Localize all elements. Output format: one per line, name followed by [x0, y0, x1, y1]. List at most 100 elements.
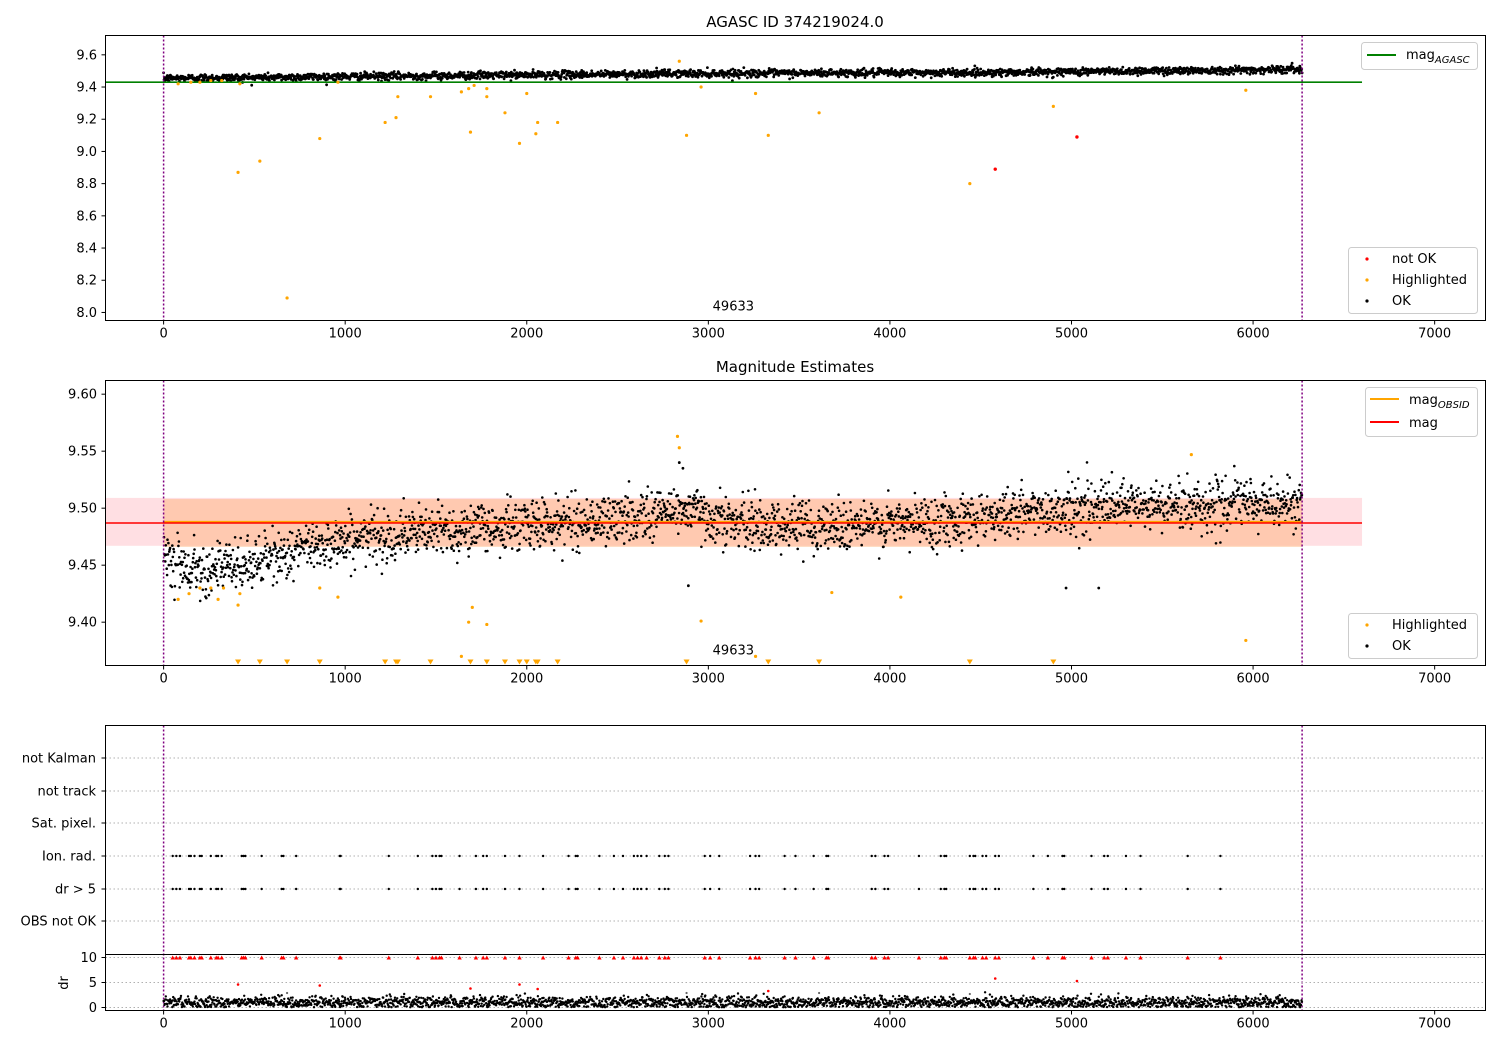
magnitude-ok-point	[789, 513, 792, 516]
magnitude-ok-point	[286, 574, 289, 577]
magnitude-ok-point	[573, 510, 576, 513]
magnitude-ok-point	[970, 536, 973, 539]
magnitude-ok-point	[1163, 515, 1166, 518]
magnitude-ok-point	[1116, 491, 1119, 494]
magnitude-ok-point	[1119, 495, 1122, 498]
magnitude-ok-point	[285, 577, 288, 580]
agasc-ok-point	[687, 75, 690, 78]
magnitude-ok-point	[1084, 501, 1087, 504]
magnitude-ok-point	[372, 534, 375, 537]
magnitude-ok-point	[702, 511, 705, 514]
magnitude-ok-point	[774, 534, 777, 537]
magnitude-ok-point	[1194, 508, 1197, 511]
magnitude-ok-point	[918, 516, 921, 519]
magnitude-ok-point	[986, 506, 989, 509]
magnitude-ok-point	[1189, 496, 1192, 499]
magnitude-ok-point	[666, 508, 669, 511]
magnitude-ok-point	[821, 528, 824, 531]
agasc-ok-point	[663, 68, 666, 71]
magnitude-ok-point	[208, 553, 211, 556]
magnitude-ok-point	[1040, 503, 1043, 506]
magnitude-ok-point	[937, 509, 940, 512]
magnitude-ok-point	[530, 531, 533, 534]
magnitude-ok-point	[385, 562, 388, 565]
magnitude-ok-point	[955, 538, 958, 541]
magnitude-ok-point	[372, 555, 375, 558]
magnitude-ok-point	[661, 517, 664, 520]
magnitude-ok-point	[1041, 509, 1044, 512]
magnitude-ok-point	[747, 490, 750, 493]
magnitude-ok-point	[743, 501, 746, 504]
magnitude-ok-point	[925, 504, 928, 507]
magnitude-ok-point	[321, 542, 324, 545]
agasc-highlighted-point	[318, 137, 321, 140]
magnitude-ok-point	[642, 535, 645, 538]
magnitude-ok-point	[284, 555, 287, 558]
agasc-legend-lower[interactable]: not OK Highlighted OK	[1349, 248, 1478, 314]
agasc-ok-point	[191, 74, 194, 77]
magnitude-ok-point	[657, 516, 660, 519]
magnitude-ok-point	[840, 526, 843, 529]
magnitude-ok-point	[708, 510, 711, 513]
magnitude-ok-point	[674, 507, 677, 510]
agasc-ok-point	[977, 69, 980, 72]
magnitude-ok-point	[181, 581, 184, 584]
magnitude-ok-point	[1160, 501, 1163, 504]
magnitude-ok-point	[545, 508, 548, 511]
magnitude-ok-point	[453, 549, 456, 552]
agasc-highlighted-point	[534, 132, 537, 135]
magnitude-ok-point	[1064, 525, 1067, 528]
magnitude-ok-point	[1071, 481, 1074, 484]
magnitude-ok-point	[205, 597, 208, 600]
magnitude-ok-point	[726, 514, 729, 517]
magnitude-ok-point	[1002, 493, 1005, 496]
magnitude-ok-point	[1010, 511, 1013, 514]
agasc-highlighted-point	[467, 87, 470, 90]
magnitude-ok-point	[1072, 501, 1075, 504]
magnitude-ok-point	[825, 529, 828, 532]
magnitude-ok-point	[577, 545, 580, 548]
magnitude-ok-point	[225, 567, 228, 570]
magnitude-ok-point	[433, 533, 436, 536]
magnitude-ok-point	[539, 537, 542, 540]
magnitude-ok-point	[991, 512, 994, 515]
agasc-highlighted-point	[818, 111, 821, 114]
magnitude-ok-point	[726, 530, 729, 533]
magnitude-ok-point	[1195, 514, 1198, 517]
agasc-legend-upper[interactable]: magAGASC	[1362, 43, 1478, 70]
magnitude-ok-point	[324, 564, 327, 567]
agasc-ok-point	[1121, 66, 1124, 69]
magnitude-ok-point	[1053, 515, 1056, 518]
magnitude-ok-point	[481, 516, 484, 519]
magnitude-ok-point	[370, 537, 373, 540]
agasc-ok-point	[387, 79, 390, 82]
magnitude-ok-point	[379, 538, 382, 541]
magnitude-ok-point	[673, 512, 676, 515]
magnitude-ok-point	[836, 538, 839, 541]
magnitude-ok-point	[982, 507, 985, 510]
magnitude-ok-point	[1111, 499, 1114, 502]
magnitude-ok-point	[195, 560, 198, 563]
magnitude-ok-point	[509, 495, 512, 498]
magnitude-ok-point	[672, 517, 675, 520]
agasc-ok-point	[1157, 72, 1160, 75]
magnitude-ok-point	[230, 576, 233, 579]
magnitude-ok-point	[399, 548, 402, 551]
agasc-highlighted-point	[556, 121, 559, 124]
magnitude-ok-point	[690, 525, 693, 528]
magnitude-ok-point	[640, 504, 643, 507]
magnitude-ok-point	[523, 504, 526, 507]
magnitude-ok-point	[482, 508, 485, 511]
magnitude-ok-point	[1030, 511, 1033, 514]
magnitude-ok-point	[276, 581, 279, 584]
magnitude-ok-point	[571, 530, 574, 533]
agasc-y-tick-label: 9.6	[76, 48, 97, 63]
magnitude-ok-point	[210, 577, 213, 580]
magnitude-ok-point	[349, 531, 352, 534]
magnitude-ok-point	[983, 513, 986, 516]
magnitude-ok-point	[308, 529, 311, 532]
magnitude-ok-point	[602, 531, 605, 534]
magnitude-ok-point	[944, 505, 947, 508]
magnitude-ok-point	[725, 543, 728, 546]
magnitude-ok-point	[723, 510, 726, 513]
